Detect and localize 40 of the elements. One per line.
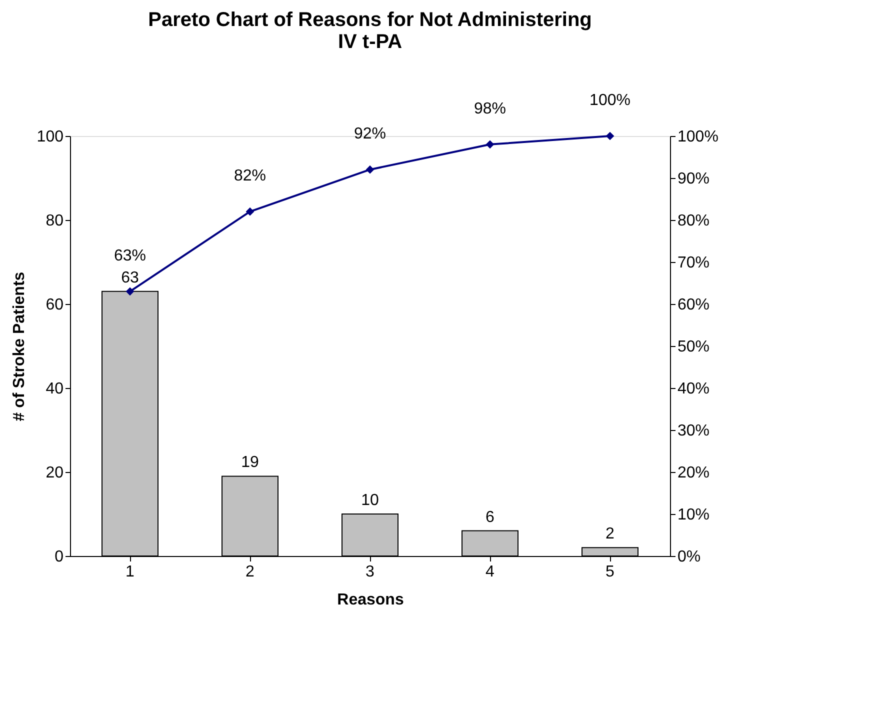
chart-title: Pareto Chart of Reasons for Not Administering IV t-PA (148, 9, 592, 53)
data-label: 100% (590, 92, 630, 109)
data-label: 82% (234, 168, 266, 185)
y2-tick-label: 30% (678, 422, 710, 440)
data-label: 92% (354, 126, 386, 143)
data-label: 19 (241, 454, 259, 472)
y2-tick-label: 80% (678, 212, 710, 230)
y2-tick-label: 40% (678, 380, 710, 398)
x-tick-label: 3 (366, 564, 375, 580)
data-label: 63% (114, 247, 146, 264)
x-tick-label: 4 (486, 564, 495, 580)
y2-tick-label: 0% (678, 548, 701, 566)
y-tick-label: 20 (46, 464, 64, 482)
y-tick-label: 80 (46, 212, 64, 230)
data-label: 6 (486, 508, 495, 526)
point (486, 140, 494, 149)
point (246, 207, 254, 216)
x-tick-label: 5 (606, 564, 615, 580)
point (606, 132, 614, 140)
y-tick-label: 0 (54, 548, 64, 566)
x-tick-label: 1 (126, 564, 135, 580)
y-axis-title: # of Stroke Patients (10, 272, 28, 422)
y2-tick-label: 50% (678, 338, 710, 356)
x-tick-label: 2 (246, 564, 255, 580)
y2-tick-label: 10% (678, 506, 710, 524)
y2-tick-label: 60% (678, 296, 710, 314)
data-label: 63 (121, 269, 139, 286)
point (366, 165, 374, 174)
y-tick-label: 60 (46, 296, 64, 314)
y2-tick-label: 70% (678, 254, 710, 272)
x-axis-title: Reasons (337, 592, 404, 608)
point (126, 287, 134, 296)
y2-tick-label: 90% (678, 170, 710, 188)
data-label: 10 (361, 492, 379, 509)
y-tick-label: 40 (46, 380, 64, 398)
y2-tick-label: 100% (678, 128, 718, 146)
data-label: 2 (606, 526, 615, 543)
data-label: 98% (474, 100, 506, 118)
y-tick-label: 100 (36, 128, 64, 146)
y2-tick-label: 20% (678, 464, 710, 482)
